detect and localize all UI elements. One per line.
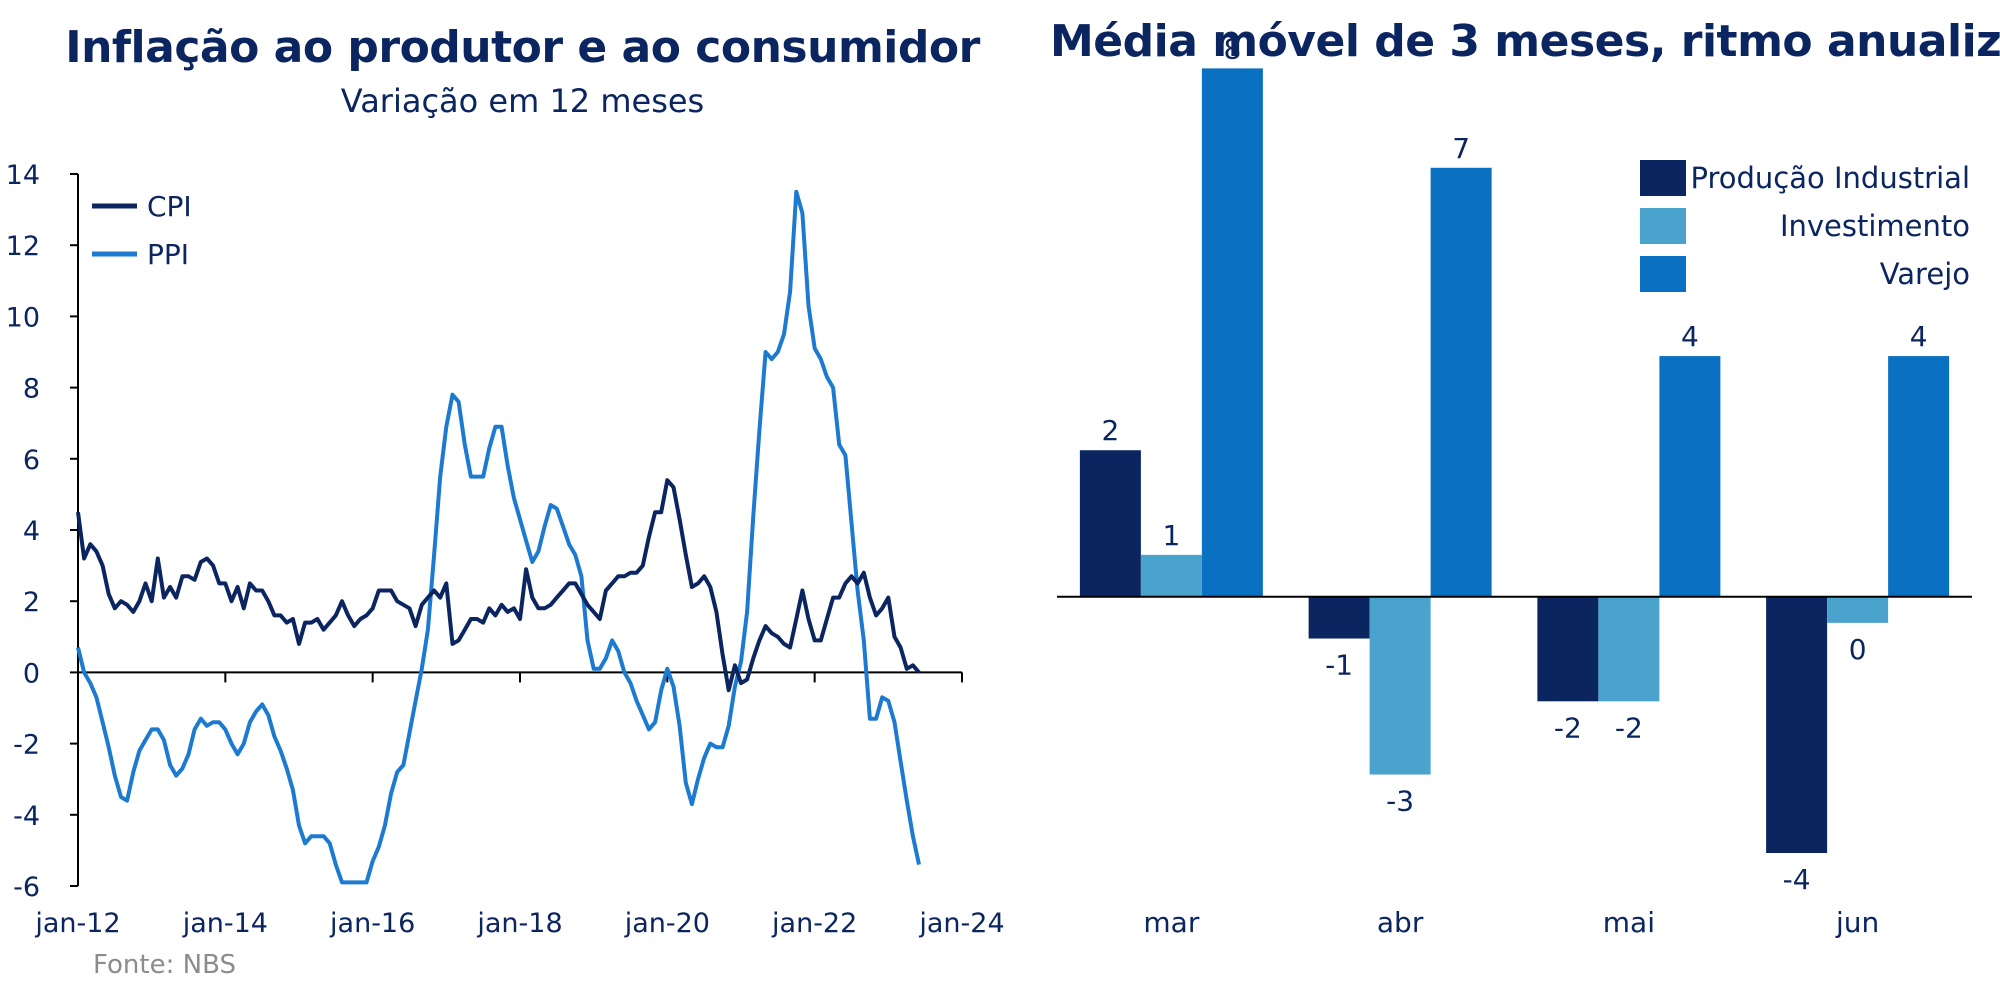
bar-investimento-mai	[1598, 596, 1660, 702]
bar-produ-o-industrial-jun	[1766, 596, 1828, 853]
y-tick-label: -2	[13, 730, 40, 761]
x-tick-label: jan-12	[34, 908, 120, 939]
y-tick-label: 4	[23, 516, 40, 547]
bar-varejo-mai	[1659, 356, 1721, 597]
legend-label-ppi: PPI	[147, 238, 189, 271]
bar-data-label: 4	[1910, 320, 1928, 353]
category-label: mar	[1143, 906, 1199, 939]
legend-swatch-produ-o-industrial	[1640, 160, 1686, 196]
legend-label-varejo: Varejo	[1880, 257, 1970, 291]
bar-data-label: 1	[1162, 519, 1180, 552]
bar-data-label: -2	[1554, 711, 1582, 744]
series-line-ppi	[76, 189, 921, 885]
x-tick-label: jan-24	[918, 908, 1004, 939]
bar-produ-o-industrial-abr	[1308, 596, 1370, 639]
category-label: jun	[1835, 906, 1879, 939]
x-tick-label: jan-16	[329, 908, 415, 939]
legend-swatch-varejo	[1640, 256, 1686, 292]
x-tick-label: jan-22	[771, 908, 857, 939]
legend-swatch-investimento	[1640, 208, 1686, 244]
y-tick-label: -6	[13, 872, 40, 903]
bar-varejo-mar	[1201, 68, 1263, 597]
series-line-cpi	[76, 478, 921, 693]
x-tick-label: jan-20	[624, 908, 710, 939]
x-tick-label: jan-14	[182, 908, 268, 939]
y-tick-label: 14	[6, 160, 40, 191]
category-label: mai	[1603, 906, 1655, 939]
bar-varejo-abr	[1430, 167, 1492, 597]
legend-label-produ-o-industrial: Produção Industrial	[1691, 161, 1970, 195]
line-chart: 14 12 10 8 6 4 2 0 -2 -4 -6 jan-12 jan-14 jan-16 jan-1…	[6, 160, 1005, 939]
bar-data-label: -2	[1615, 711, 1643, 744]
legend-label-investimento: Investimento	[1780, 209, 1970, 243]
bar-data-label: -3	[1386, 785, 1414, 818]
bar-chart-title: Média móvel de 3 meses, ritmo anualizado	[1050, 16, 2000, 67]
bar-data-label: -1	[1325, 649, 1353, 682]
y-tick-label: 12	[6, 231, 40, 262]
bar-investimento-jun	[1827, 596, 1889, 623]
y-tick-label: 8	[23, 374, 40, 405]
line-chart-subtitle: Variação em 12 meses	[340, 82, 705, 120]
source-note: Fonte: NBS	[93, 950, 236, 980]
y-tick-label: -4	[13, 801, 40, 832]
y-tick-label: 6	[23, 445, 40, 476]
bar-varejo-jun	[1888, 356, 1950, 597]
bar-investimento-mar	[1140, 554, 1202, 597]
bar-data-label: 2	[1101, 414, 1119, 447]
bar-data-label: 7	[1452, 132, 1470, 165]
legend-label-cpi: CPI	[147, 190, 192, 223]
bar-data-label: 8	[1223, 32, 1241, 65]
category-label: abr	[1377, 906, 1424, 939]
line-chart-title: Inflação ao produtor e ao consumidor	[65, 22, 980, 73]
bar-produ-o-industrial-mar	[1079, 450, 1141, 597]
y-tick-label: 10	[6, 302, 40, 333]
bar-produ-o-industrial-mai	[1537, 596, 1599, 702]
y-tick-label: 2	[23, 587, 40, 618]
bar-data-label: 4	[1681, 320, 1699, 353]
bar-data-label: -4	[1783, 863, 1811, 896]
x-tick-label: jan-18	[476, 908, 562, 939]
bar-investimento-abr	[1369, 596, 1431, 775]
bar-data-label: 0	[1849, 633, 1867, 666]
y-tick-label: 0	[23, 658, 40, 689]
